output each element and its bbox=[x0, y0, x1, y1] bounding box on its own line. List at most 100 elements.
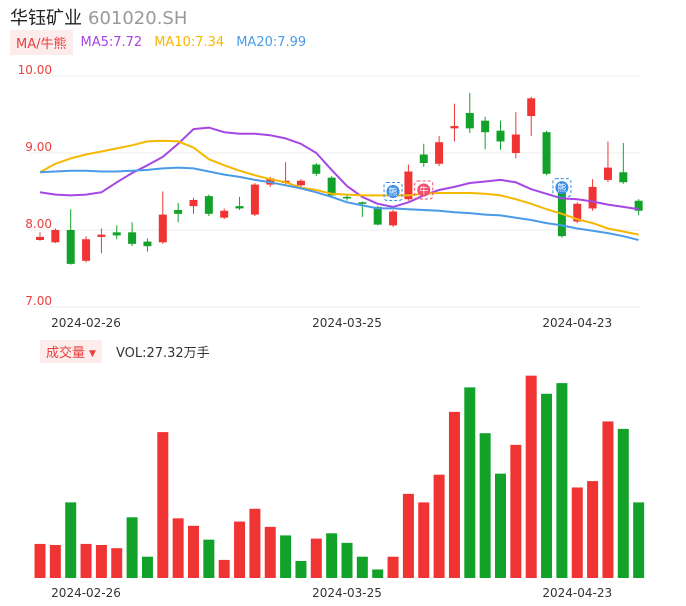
candle-body bbox=[220, 210, 229, 218]
candle-body bbox=[542, 132, 551, 174]
ma20-legend: MA20:7.99 bbox=[236, 34, 307, 50]
volume-bar bbox=[249, 508, 261, 578]
candle-body bbox=[235, 206, 244, 209]
volume-bar bbox=[448, 411, 460, 578]
candle-body bbox=[66, 230, 75, 264]
ma10-line bbox=[39, 139, 639, 236]
volume-bar bbox=[172, 518, 184, 578]
volume-bar bbox=[510, 444, 522, 578]
candle-body bbox=[343, 196, 351, 199]
ma10-legend: MA10:7.34 bbox=[154, 34, 225, 50]
volume-bar bbox=[95, 544, 107, 578]
bear-marker-frame bbox=[383, 182, 403, 201]
volume-bar bbox=[525, 375, 537, 578]
chevron-down-icon: ▼ bbox=[89, 348, 96, 359]
candle-body bbox=[36, 236, 44, 241]
volume-bar bbox=[495, 473, 506, 578]
volume-bar bbox=[556, 383, 568, 578]
ma-indicator-selector[interactable]: MA/牛熊 bbox=[10, 29, 73, 55]
volume-bar bbox=[295, 560, 307, 578]
candle-body bbox=[312, 164, 321, 174]
volume-bar bbox=[34, 543, 46, 578]
ma5-line bbox=[39, 126, 639, 211]
ma5-legend: MA5:7.72 bbox=[80, 34, 143, 50]
volume-bar bbox=[203, 539, 215, 578]
volume-bar bbox=[326, 533, 338, 578]
candle-body bbox=[250, 184, 259, 215]
candle-body bbox=[51, 230, 60, 243]
volume-bar bbox=[111, 548, 123, 578]
candle-body bbox=[573, 203, 582, 222]
price-x-tick-label: 2024-02-26 bbox=[51, 316, 121, 330]
candle-body bbox=[450, 126, 459, 129]
candle-body bbox=[373, 206, 382, 225]
volume-bar bbox=[126, 517, 138, 578]
stock-code: 601020.SH bbox=[88, 8, 188, 29]
volume-tag-label: 成交量 bbox=[46, 345, 86, 361]
volume-bar bbox=[310, 538, 322, 578]
volume-x-tick-label: 2024-02-26 bbox=[51, 586, 121, 600]
bull-marker-icon bbox=[417, 183, 431, 197]
candle-body bbox=[481, 120, 490, 133]
candle-body bbox=[588, 186, 597, 209]
price-y-tick-label: 10.00 bbox=[18, 63, 52, 77]
volume-bar bbox=[402, 493, 414, 578]
bear-marker-icon bbox=[555, 181, 569, 195]
price-y-tick-label: 8.00 bbox=[25, 217, 52, 231]
candle-body bbox=[128, 232, 137, 244]
candle-body bbox=[97, 234, 106, 237]
volume-bar bbox=[617, 428, 629, 578]
ma-legend: MA/牛熊 MA5:7.72 MA10:7.34 MA20:7.99 bbox=[10, 29, 318, 55]
candle-body bbox=[634, 200, 643, 211]
volume-bar bbox=[433, 474, 445, 578]
volume-bar bbox=[234, 521, 246, 578]
candle-body bbox=[189, 199, 198, 207]
stock-title: 华钰矿业 601020.SH bbox=[10, 4, 187, 30]
candle-body bbox=[404, 171, 413, 200]
volume-bar bbox=[341, 542, 353, 578]
volume-value: VOL:27.32万手 bbox=[115, 345, 210, 361]
volume-bar bbox=[49, 544, 61, 578]
volume-indicator-selector[interactable]: 成交量 ▼ bbox=[40, 339, 102, 363]
volume-bar bbox=[80, 543, 92, 578]
candle-body bbox=[204, 196, 213, 214]
price-y-tick-label: 9.00 bbox=[25, 140, 52, 154]
candle-body bbox=[419, 154, 428, 164]
volume-x-tick-label: 2024-04-23 bbox=[542, 586, 612, 600]
volume-bar bbox=[602, 421, 614, 578]
volume-bar bbox=[141, 556, 153, 578]
volume-bar bbox=[356, 556, 368, 578]
candle-body bbox=[389, 211, 398, 226]
candle-body bbox=[358, 202, 367, 204]
candle-body bbox=[511, 134, 520, 153]
volume-bar bbox=[464, 387, 476, 578]
volume-bar bbox=[587, 481, 599, 578]
candle-body bbox=[435, 142, 444, 164]
candle-body bbox=[296, 180, 305, 186]
volume-bar bbox=[280, 535, 292, 578]
bull-marker-label: 牛 bbox=[419, 184, 428, 196]
candle-body bbox=[158, 214, 167, 243]
volume-bar bbox=[479, 433, 491, 578]
candle-body bbox=[603, 167, 612, 180]
price-x-tick-label: 2024-04-23 bbox=[542, 316, 612, 330]
candle-body bbox=[112, 232, 121, 236]
candle-body bbox=[327, 177, 336, 196]
volume-bar bbox=[188, 525, 199, 578]
candle-body bbox=[143, 241, 152, 247]
candle-body bbox=[465, 112, 474, 129]
bear-marker-label: 熊 bbox=[557, 182, 566, 194]
candle-body bbox=[496, 130, 505, 142]
volume-bar bbox=[418, 502, 430, 578]
candle-body bbox=[174, 209, 183, 214]
volume-bar bbox=[571, 487, 583, 578]
bear-marker-label: 熊 bbox=[389, 186, 398, 198]
candle-body bbox=[619, 172, 628, 183]
volume-bar bbox=[633, 502, 645, 578]
volume-bar bbox=[541, 393, 553, 578]
bull-marker-frame bbox=[414, 180, 434, 200]
volume-bar bbox=[264, 526, 276, 578]
candle-body bbox=[82, 239, 91, 261]
volume-bar bbox=[218, 559, 230, 578]
